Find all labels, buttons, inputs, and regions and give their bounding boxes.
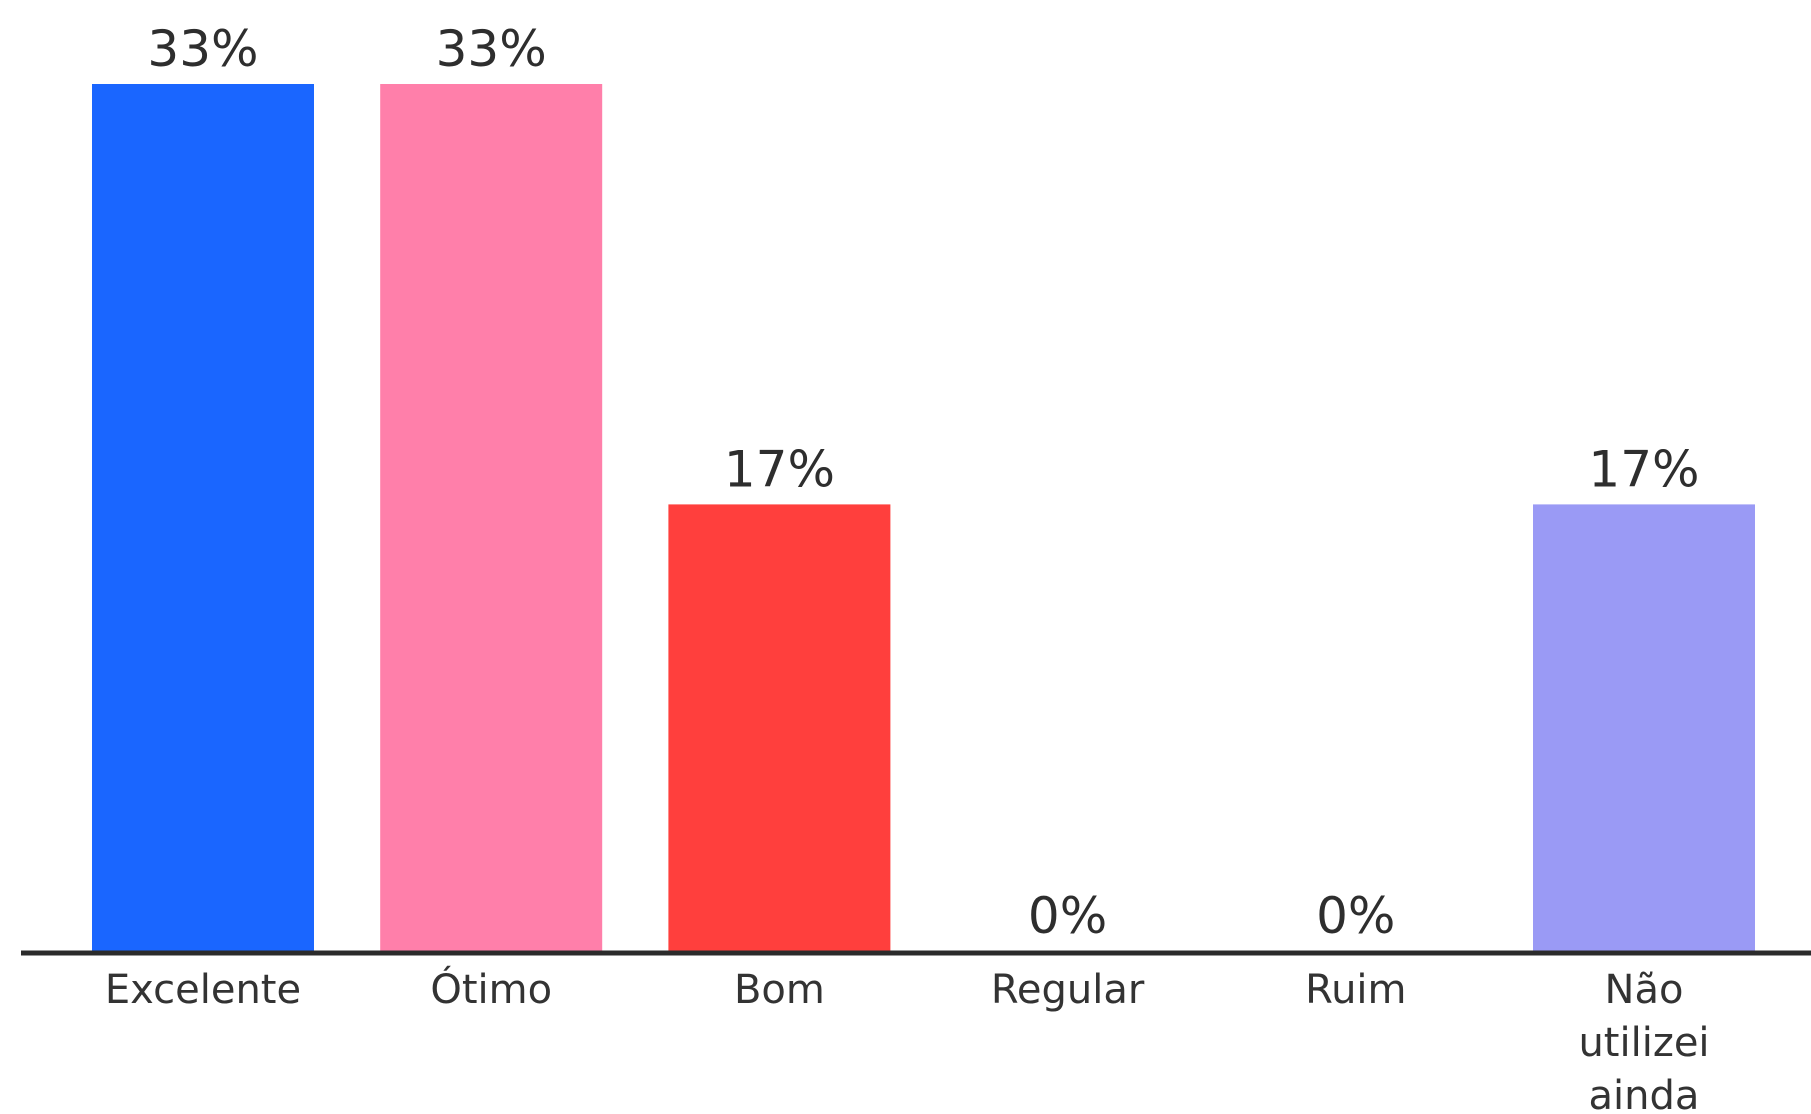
category-label-1: Ótimo bbox=[430, 965, 552, 1013]
value-label-2: 17% bbox=[724, 440, 835, 498]
bars-layer bbox=[92, 84, 1755, 951]
category-label-5: Não utilizei ainda bbox=[1578, 967, 1709, 1114]
category-label-line: ainda bbox=[1589, 1073, 1700, 1114]
category-label-0: Excelente bbox=[105, 967, 301, 1013]
category-label-line: Regular bbox=[991, 967, 1145, 1013]
bar-1 bbox=[380, 84, 603, 951]
value-label-3: 0% bbox=[1028, 887, 1107, 945]
value-labels-layer: 33% 33% 17% 0% 0% 17% bbox=[147, 20, 1699, 945]
category-label-line: Não bbox=[1605, 967, 1684, 1013]
category-label-line: Excelente bbox=[105, 967, 301, 1013]
bar-0 bbox=[92, 84, 314, 951]
value-label-4: 0% bbox=[1316, 887, 1395, 945]
category-labels-layer: Excelente Ótimo Bom Regular Ruim Não utilizei a… bbox=[105, 965, 1710, 1114]
value-label-0: 33% bbox=[147, 20, 258, 78]
category-label-3: Regular bbox=[991, 967, 1145, 1013]
bar-5 bbox=[1533, 504, 1755, 951]
category-label-2: Bom bbox=[734, 967, 825, 1013]
value-label-5: 17% bbox=[1588, 440, 1699, 498]
category-label-line: Bom bbox=[734, 967, 825, 1013]
category-label-line: utilizei bbox=[1578, 1020, 1709, 1066]
category-label-line: Ruim bbox=[1305, 967, 1406, 1013]
value-label-1: 33% bbox=[436, 20, 547, 78]
category-label-4: Ruim bbox=[1305, 967, 1406, 1013]
bar-2 bbox=[668, 504, 891, 951]
category-label-line: Ótimo bbox=[430, 965, 552, 1013]
